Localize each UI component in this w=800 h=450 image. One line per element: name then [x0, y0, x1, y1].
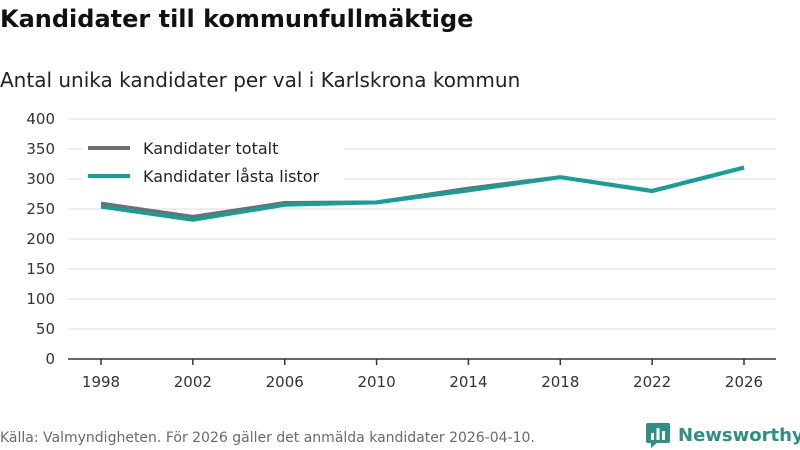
axes: 0 50 100 150 200 250 300 350 400 1998 2002 2006 2010…	[26, 110, 776, 391]
data-point-s1-2002	[191, 218, 195, 222]
x-tick-label-2002: 2002	[174, 373, 212, 391]
source-note: Källa: Valmyndigheten. För 2026 gäller d…	[0, 430, 535, 446]
bar-chart-logo-icon	[646, 422, 670, 448]
y-tick-label-200: 200	[26, 230, 55, 248]
legend-label-1: Kandidater låsta listor	[143, 167, 320, 186]
data-point-s1-2014	[466, 188, 470, 192]
y-tick-label-100: 100	[26, 290, 55, 308]
y-tick-label-250: 250	[26, 200, 55, 218]
data-point-s1-2010	[375, 200, 379, 204]
chart-subtitle: Antal unika kandidater per val i Karlskr…	[0, 68, 521, 92]
newsworthy-logo: Newsworthy	[645, 420, 800, 450]
brand-name: Newsworthy	[678, 424, 800, 446]
y-tick-label-300: 300	[26, 170, 55, 188]
legend: Kandidater totalt Kandidater låsta listor	[82, 136, 344, 188]
y-tick-label-400: 400	[26, 110, 55, 128]
legend-label-0: Kandidater totalt	[143, 139, 278, 158]
chart-title: Kandidater till kommunfullmäktige	[0, 5, 474, 33]
data-point-s1-1998	[99, 205, 103, 209]
data-point-s1-2018	[558, 175, 562, 179]
series-lines	[99, 165, 746, 222]
x-tick-label-2026: 2026	[725, 373, 763, 391]
data-point-s1-2006	[283, 203, 287, 207]
y-tick-label-350: 350	[26, 140, 55, 158]
data-point-s1-2026	[742, 166, 746, 170]
data-point-s1-2022	[650, 189, 654, 193]
y-tick-label-50: 50	[36, 320, 55, 338]
y-tick-label-150: 150	[26, 260, 55, 278]
x-tick-label-2014: 2014	[449, 373, 487, 391]
x-tick-label-2010: 2010	[357, 373, 395, 391]
x-tick-label-1998: 1998	[82, 373, 120, 391]
series-line-1	[100, 165, 745, 222]
x-tick-label-2006: 2006	[266, 373, 304, 391]
x-tick-label-2018: 2018	[541, 373, 579, 391]
x-tick-label-2022: 2022	[633, 373, 671, 391]
y-tick-label-0: 0	[45, 350, 55, 368]
